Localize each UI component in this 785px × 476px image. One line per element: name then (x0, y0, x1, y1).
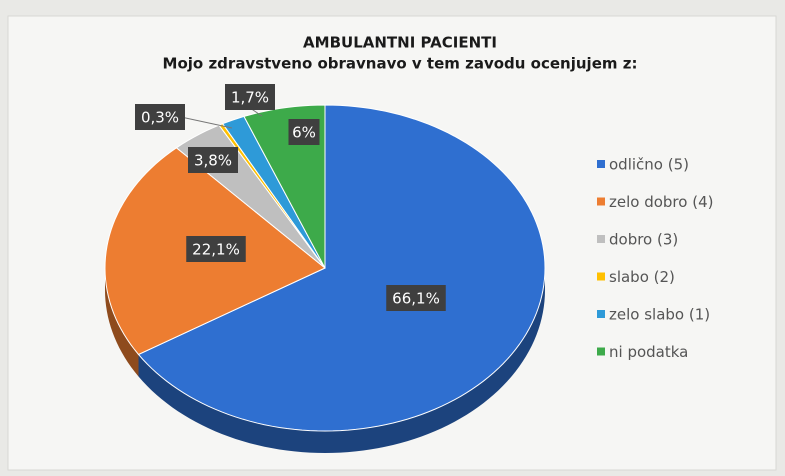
slice-side (105, 268, 139, 377)
value-label: 3,8% (194, 152, 232, 170)
value-label-box (188, 147, 238, 173)
slice (243, 104, 326, 269)
value-label: 6% (292, 124, 316, 142)
chart-title: AMBULANTNI PACIENTI (303, 34, 497, 52)
leader-line (180, 116, 233, 129)
legend-swatch (597, 235, 605, 243)
legend-label: zelo dobro (4) (609, 193, 713, 211)
value-label-box (225, 84, 275, 110)
value-label: 22,1% (192, 241, 240, 259)
legend-label: dobro (3) (609, 231, 678, 249)
legend-swatch (597, 310, 605, 318)
value-label-box (186, 236, 246, 262)
value-label: 1,7% (231, 89, 269, 107)
value-label-box (386, 285, 446, 311)
legend-swatch (597, 160, 605, 168)
value-label-box (288, 119, 320, 145)
slice (137, 104, 546, 432)
chart-subtitle: Mojo zdravstveno obravnavo v tem zavodu … (163, 55, 638, 73)
value-label-box (135, 104, 185, 130)
slice-side (138, 268, 545, 453)
legend-swatch (597, 197, 605, 206)
legend-label: ni podatka (609, 343, 688, 361)
legend-swatch (597, 347, 605, 356)
value-label: 66,1% (392, 290, 440, 308)
legend-swatch (597, 272, 605, 281)
legend-label: odlično (5) (609, 156, 689, 174)
value-label: 0,3% (141, 109, 179, 127)
legend-label: zelo slabo (1) (609, 306, 710, 324)
legend-label: slabo (2) (609, 268, 675, 286)
